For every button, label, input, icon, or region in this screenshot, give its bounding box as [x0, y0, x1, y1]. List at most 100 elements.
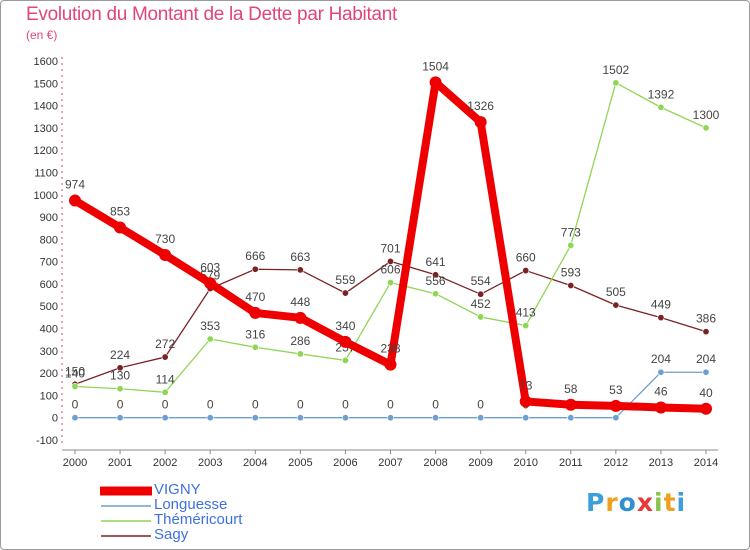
data-point-longuesse [386, 414, 394, 422]
data-label-themericourt: 140 [65, 366, 85, 380]
data-label-longuesse: 204 [696, 352, 716, 366]
y-tick-label: 1500 [34, 78, 58, 90]
data-point-themericourt [522, 322, 530, 330]
data-label-vigny: 974 [65, 178, 85, 192]
legend-swatch-vigny [100, 486, 152, 496]
data-point-sagy [567, 282, 575, 290]
y-tick-label: 300 [40, 346, 58, 358]
x-tick-label: 2014 [694, 457, 718, 469]
data-point-themericourt [341, 356, 349, 364]
data-label-vigny: 730 [155, 232, 175, 246]
x-tick-label: 2008 [423, 457, 447, 469]
y-tick-label: 1600 [34, 56, 58, 68]
y-tick-label: 1200 [34, 145, 58, 157]
data-label-longuesse: 0 [387, 398, 394, 412]
data-point-sagy [251, 265, 259, 273]
data-point-longuesse [296, 414, 304, 422]
data-label-longuesse: 0 [162, 398, 169, 412]
x-tick-label: 2012 [604, 457, 628, 469]
data-label-sagy: 554 [471, 274, 491, 288]
data-point-sagy [341, 289, 349, 297]
data-label-sagy: 559 [335, 273, 355, 287]
data-point-themericourt [161, 388, 169, 396]
data-point-vigny [294, 311, 307, 324]
data-point-sagy [657, 314, 665, 322]
chart-title: Evolution du Montant de la Dette par Hab… [26, 4, 397, 25]
data-point-sagy [432, 271, 440, 279]
data-point-longuesse [612, 414, 620, 422]
data-label-themericourt: 1300 [693, 108, 720, 122]
legend-swatch-themericourt [101, 520, 151, 522]
data-label-vigny: 40 [699, 386, 713, 400]
data-label-sagy: 386 [696, 312, 716, 326]
data-point-themericourt [477, 313, 485, 321]
logo-letter: x [636, 488, 654, 517]
data-point-vigny [474, 116, 487, 129]
data-label-themericourt: 452 [471, 297, 491, 311]
y-tick-label: 1000 [34, 190, 58, 202]
data-point-sagy [161, 353, 169, 361]
data-point-longuesse [116, 414, 124, 422]
data-point-vigny [204, 277, 217, 290]
data-label-themericourt: 286 [290, 334, 310, 348]
y-tick-label: 1400 [34, 101, 58, 113]
data-point-themericourt [657, 103, 665, 111]
data-point-sagy [477, 290, 485, 298]
data-point-vigny [429, 76, 442, 89]
data-point-vigny [249, 306, 262, 319]
logo-letter: o [618, 488, 637, 517]
data-label-sagy: 150 [65, 364, 85, 378]
data-point-themericourt [386, 279, 394, 287]
data-point-vigny [700, 402, 712, 415]
data-point-vigny [339, 335, 352, 348]
y-tick-label: 700 [40, 257, 58, 269]
data-point-longuesse [522, 414, 530, 422]
data-label-sagy: 224 [110, 348, 130, 362]
x-tick-label: 2000 [63, 457, 87, 469]
y-tick-label: 600 [40, 279, 58, 291]
legend-label-vigny: VIGNY [154, 481, 201, 498]
data-label-sagy: 505 [606, 285, 626, 299]
data-point-vigny [609, 399, 622, 412]
data-point-themericourt [206, 335, 214, 343]
data-point-themericourt [612, 79, 620, 87]
data-point-longuesse [657, 368, 665, 376]
data-label-longuesse: 0 [432, 398, 439, 412]
data-point-vigny [654, 401, 667, 414]
data-point-themericourt [296, 350, 304, 358]
data-label-themericourt: 606 [380, 263, 400, 277]
data-label-vigny: 1504 [422, 59, 449, 73]
data-label-sagy: 449 [651, 298, 671, 312]
data-label-longuesse: 0 [117, 398, 124, 412]
data-point-longuesse [477, 414, 485, 422]
logo-letter: P [586, 488, 606, 517]
y-tick-label: 400 [40, 324, 58, 336]
data-label-sagy: 593 [561, 266, 581, 280]
data-point-sagy [522, 267, 530, 275]
data-label-longuesse: 0 [297, 398, 304, 412]
data-point-vigny [159, 248, 172, 261]
data-point-sagy [296, 266, 304, 274]
data-point-vigny [519, 395, 532, 408]
data-label-vigny: 73 [519, 378, 533, 392]
data-label-sagy: 272 [155, 337, 175, 351]
data-point-sagy [116, 364, 124, 372]
data-label-sagy: 701 [380, 241, 400, 255]
x-tick-label: 2002 [153, 457, 177, 469]
data-point-themericourt [702, 124, 710, 132]
legend-label-longuesse: Longuesse [154, 496, 228, 513]
legend-label-themericourt: Théméricourt [154, 511, 243, 528]
data-label-themericourt: 130 [110, 369, 130, 383]
data-point-themericourt [116, 385, 124, 393]
data-label-themericourt: 316 [245, 327, 265, 341]
data-label-vigny: 340 [335, 319, 355, 333]
x-tick-label: 2004 [243, 457, 267, 469]
data-label-themericourt: 773 [561, 225, 581, 239]
data-label-longuesse: 0 [342, 398, 349, 412]
data-point-vigny [384, 358, 397, 371]
legend-label-sagy: Sagy [154, 526, 189, 543]
x-tick-label: 2006 [333, 457, 357, 469]
data-point-longuesse [567, 414, 575, 422]
